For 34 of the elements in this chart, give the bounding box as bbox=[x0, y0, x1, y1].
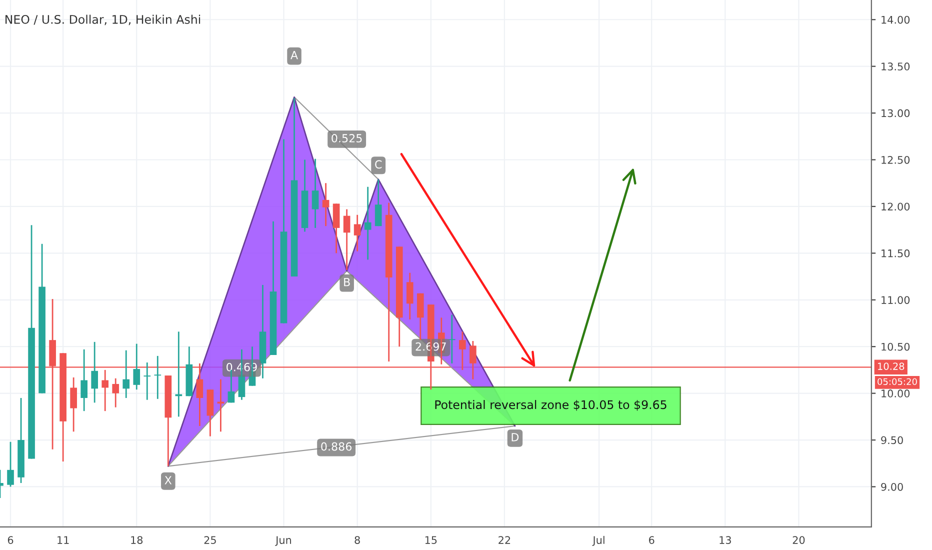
y-tick-label: 10.00 bbox=[882, 390, 910, 398]
x-tick-label: 6 bbox=[649, 536, 654, 544]
x-tick-label: 15 bbox=[425, 536, 437, 544]
annotation: B bbox=[344, 278, 350, 286]
annotation: X bbox=[164, 476, 172, 484]
y-tick-label: 10.50 bbox=[882, 342, 910, 351]
x-tick-label: Jul bbox=[592, 536, 604, 546]
annotation: A bbox=[290, 51, 298, 60]
y-tick-label: 13.50 bbox=[882, 62, 910, 70]
text: NEO / U.S. Dollar, 1D, Heikin Ashi bbox=[6, 14, 200, 26]
x-tick-label: 13 bbox=[720, 536, 731, 544]
y-tick-label: 14.00 bbox=[882, 16, 910, 24]
annotation: 0.525 bbox=[332, 134, 362, 142]
y-tick-label: 9.50 bbox=[881, 436, 903, 444]
x-tick-label: 20 bbox=[792, 536, 805, 544]
x-tick-label: 18 bbox=[131, 536, 143, 544]
x-tick-label: 6 bbox=[8, 536, 14, 544]
annotation: D bbox=[512, 433, 519, 442]
ref-line-label: 10.28 bbox=[878, 362, 904, 370]
y-tick-label: 9.00 bbox=[881, 482, 903, 491]
x-tick-label: 25 bbox=[204, 536, 216, 544]
annotation: 0.886 bbox=[321, 442, 352, 451]
text: 05:05:20 bbox=[878, 378, 917, 386]
y-tick-label: 12.50 bbox=[882, 156, 910, 164]
y-tick-label: 11.50 bbox=[882, 249, 910, 258]
y-tick-label: 11.00 bbox=[882, 296, 910, 304]
annotation: C bbox=[375, 160, 382, 169]
x-tick-label: 11 bbox=[58, 536, 69, 544]
y-tick-label: 13.00 bbox=[882, 109, 910, 118]
x-tick-label: Jun bbox=[275, 536, 292, 546]
annotation: Potential reversal zone $10.05 to $9.65 bbox=[435, 400, 666, 411]
x-tick-label: 8 bbox=[354, 536, 360, 544]
x-tick-label: 22 bbox=[498, 536, 510, 544]
y-tick-label: 12.00 bbox=[882, 202, 910, 211]
